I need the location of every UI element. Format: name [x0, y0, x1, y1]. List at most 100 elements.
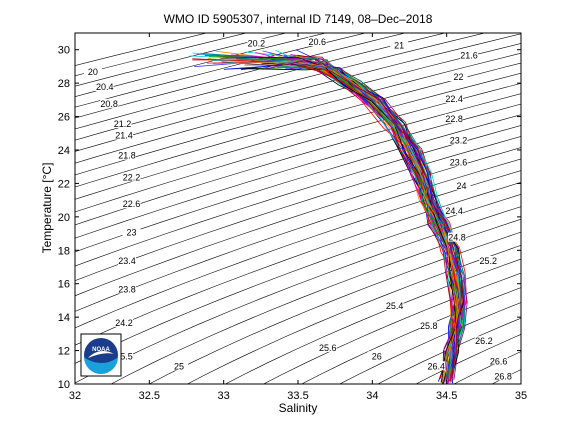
contour-label: 22 — [454, 72, 464, 82]
y-axis: 10 12 14 16 18 20 22 24 26 28 30 — [58, 45, 521, 391]
contour-label: 26.2 — [475, 336, 493, 346]
profile-line — [192, 52, 466, 379]
contour-label-bg — [115, 130, 134, 140]
contour-label-bg — [122, 199, 141, 209]
profile-line — [240, 60, 461, 384]
y-tick-label: 10 — [58, 379, 70, 391]
density-contour — [75, 194, 521, 364]
profile-line — [244, 64, 465, 382]
contour-label: 23.6 — [450, 157, 468, 167]
contour-label-bg — [83, 67, 102, 77]
y-tick-label: 22 — [58, 178, 70, 190]
contour-label: 21.8 — [118, 151, 136, 161]
contour-label: 22.2 — [123, 172, 141, 182]
contour-label: 22.6 — [123, 199, 141, 209]
contour-labels: 20 20.2 20.4 20.8 21.2 21.4 21.8 22.2 22.6 23 23.4… — [83, 37, 513, 381]
contour-label: 21.6 — [460, 50, 478, 60]
y-tick-label: 12 — [58, 346, 70, 358]
contour-label: 21 — [394, 40, 404, 50]
contour-label-bg — [445, 93, 464, 103]
contour-label: 25.5 — [115, 351, 133, 361]
x-tick-label: 34 — [366, 390, 378, 402]
density-contour — [75, 52, 521, 176]
contour-label: 20.4 — [96, 82, 114, 92]
profile-line — [243, 67, 465, 380]
contour-label: 20 — [88, 67, 98, 77]
profile-line — [236, 58, 462, 380]
contour-label-bg — [445, 113, 464, 123]
density-contour — [75, 43, 521, 164]
contour-label-bg — [427, 361, 446, 371]
density-contour — [75, 33, 327, 97]
profile-line — [231, 54, 457, 382]
density-contour — [499, 16, 576, 400]
contour-label: 26.6 — [490, 356, 508, 366]
contour-label-bg — [113, 118, 132, 128]
density-contour — [75, 114, 521, 253]
contour-label-bg — [367, 351, 386, 361]
profiles — [189, 49, 468, 384]
y-tick-label: 14 — [58, 312, 70, 324]
contour-label: 22.4 — [445, 94, 463, 104]
profile-line — [246, 51, 463, 384]
contour-label: 20.6 — [309, 37, 327, 47]
density-contour — [75, 33, 447, 130]
density-contour — [224, 258, 521, 384]
profile-line — [222, 56, 457, 383]
contour-label-bg — [385, 301, 404, 311]
noaa-logo: NOAA — [80, 333, 122, 377]
contour-label: 26 — [372, 351, 382, 361]
contour-label-bg — [118, 150, 137, 160]
profile-line — [207, 58, 461, 384]
density-contour — [75, 103, 521, 239]
contour-label: 20.2 — [248, 39, 266, 49]
x-tick-label: 33.5 — [287, 390, 308, 402]
density-contour — [110, 218, 521, 384]
contour-label: 24.8 — [448, 233, 466, 243]
density-contour — [75, 33, 486, 141]
contour-label-bg — [170, 361, 189, 371]
contour-label-bg — [390, 40, 409, 50]
x-tick-label: 32 — [69, 390, 81, 402]
y-tick-label: 20 — [58, 212, 70, 224]
contour-label-bg — [449, 135, 468, 145]
density-contour — [262, 272, 521, 384]
contour-label: 25.4 — [386, 301, 404, 311]
density-contour — [75, 125, 521, 267]
contour-label-bg — [122, 227, 141, 237]
contour-label: 26.8 — [494, 371, 512, 381]
contour-label-bg — [115, 317, 134, 327]
contour-label: 25.8 — [420, 321, 438, 331]
y-tick-label: 30 — [58, 45, 70, 57]
contour-label-bg — [122, 172, 141, 182]
contour-label: 20.8 — [100, 99, 118, 109]
contour-label-bg — [115, 351, 134, 361]
chart-title: WMO ID 5905307, internal ID 7149, 08–Dec… — [164, 12, 433, 26]
density-contour — [75, 33, 288, 87]
contour-label: 24.2 — [115, 318, 133, 328]
contour-label-bg — [419, 321, 438, 331]
contour-label-bg — [308, 37, 327, 47]
density-contour — [415, 334, 521, 384]
density-contour — [75, 206, 521, 384]
density-contour — [148, 231, 521, 384]
density-contour — [75, 158, 521, 312]
y-tick-label: 24 — [58, 145, 70, 157]
density-contour — [75, 83, 521, 213]
contour-label-bg — [247, 38, 266, 48]
contour-label-bg — [118, 284, 137, 294]
x-tick-label: 34.5 — [436, 390, 457, 402]
density-contour — [75, 147, 521, 297]
contour-label-bg — [489, 356, 508, 366]
contour-label-bg — [318, 342, 337, 352]
y-tick-label: 16 — [58, 279, 70, 291]
profile-line — [275, 60, 459, 384]
y-tick-label: 26 — [58, 112, 70, 124]
contour-label: 26.4 — [427, 361, 445, 371]
density-contour — [75, 33, 367, 108]
density-contour — [75, 136, 521, 281]
x-tick-label: 32.5 — [139, 390, 160, 402]
logo-bird — [88, 350, 114, 358]
contour-label-bg — [452, 180, 471, 190]
